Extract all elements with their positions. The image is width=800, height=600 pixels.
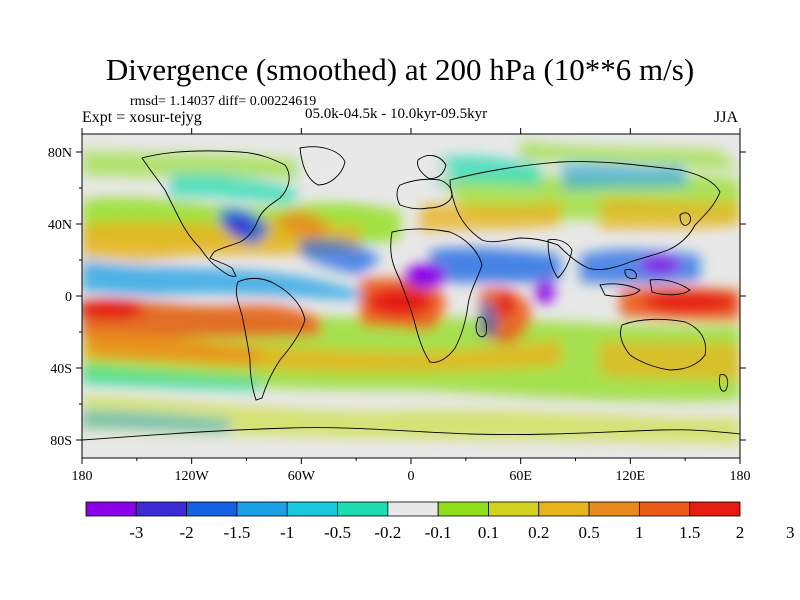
plot-area [81, 133, 741, 459]
period-label: 05.0k-04.5k - 10.0kyr-09.5kyr [305, 106, 488, 122]
colorbar-label: 0.5 [578, 523, 599, 542]
colorbar-swatch [437, 501, 489, 517]
colorbar-swatch [135, 501, 188, 517]
colorbar-label: 1.5 [679, 523, 700, 542]
colorbar-swatch [638, 501, 691, 517]
y-tick-label: 40S [50, 362, 72, 377]
colorbar-label: -1 [280, 523, 294, 542]
season-label: JJA [714, 109, 739, 126]
colorbar-label: -2 [180, 523, 194, 542]
y-tick-label: 80S [50, 434, 72, 449]
contour-fill [82, 140, 740, 445]
colorbar-label: -0.5 [324, 523, 351, 542]
colorbar-swatch [186, 501, 238, 517]
colorbar-label: 1 [635, 523, 644, 542]
x-tick-label: 180 [72, 469, 93, 484]
coastlines [82, 146, 740, 441]
y-tick-label: 0 [65, 290, 72, 305]
colorbar-swatch [236, 501, 288, 517]
colorbar-swatch [488, 501, 540, 517]
x-tick-label: 0 [408, 469, 415, 484]
y-tick-label: 80N [48, 146, 72, 161]
x-tick-label: 60E [509, 469, 532, 484]
colorbar-swatch [689, 501, 741, 517]
colorbar-label: -0.1 [425, 523, 452, 542]
x-tick-label: 60W [288, 469, 316, 484]
colorbar-label: 2 [736, 523, 745, 542]
colorbar-label: -1.5 [223, 523, 250, 542]
experiment-label: Expt = xosur-tejyg [82, 109, 202, 126]
x-axis: 180 120W 60W 0 60E 120E 180 [72, 128, 751, 484]
stats-label: rmsd= 1.14037 diff= 0.00224619 [130, 94, 317, 109]
colorbar-swatch [538, 501, 590, 517]
colorbar-swatch [387, 501, 439, 517]
colorbar-swatch [337, 501, 389, 517]
colorbar-label: -0.2 [374, 523, 401, 542]
colorbar: -3 -2 -1.5 -1 -0.5 -0.2 -0.1 0.1 0.2 0.5 1 1.5 2 3 [85, 501, 795, 542]
x-tick-label: 120E [616, 469, 646, 484]
colorbar-swatch [286, 501, 338, 517]
y-axis: 80N 40N 0 40S 80S [48, 146, 746, 449]
colorbar-label: 0.2 [528, 523, 549, 542]
colorbar-swatch [85, 501, 137, 517]
chart-title: Divergence (smoothed) at 200 hPa (10**6 … [105, 52, 695, 87]
colorbar-label: -3 [129, 523, 143, 542]
colorbar-label: 3 [786, 523, 795, 542]
x-tick-label: 120W [175, 469, 210, 484]
x-tick-label: 180 [730, 469, 751, 484]
colorbar-label: 0.1 [478, 523, 499, 542]
y-tick-label: 40N [48, 218, 72, 233]
colorbar-swatch [588, 501, 640, 517]
